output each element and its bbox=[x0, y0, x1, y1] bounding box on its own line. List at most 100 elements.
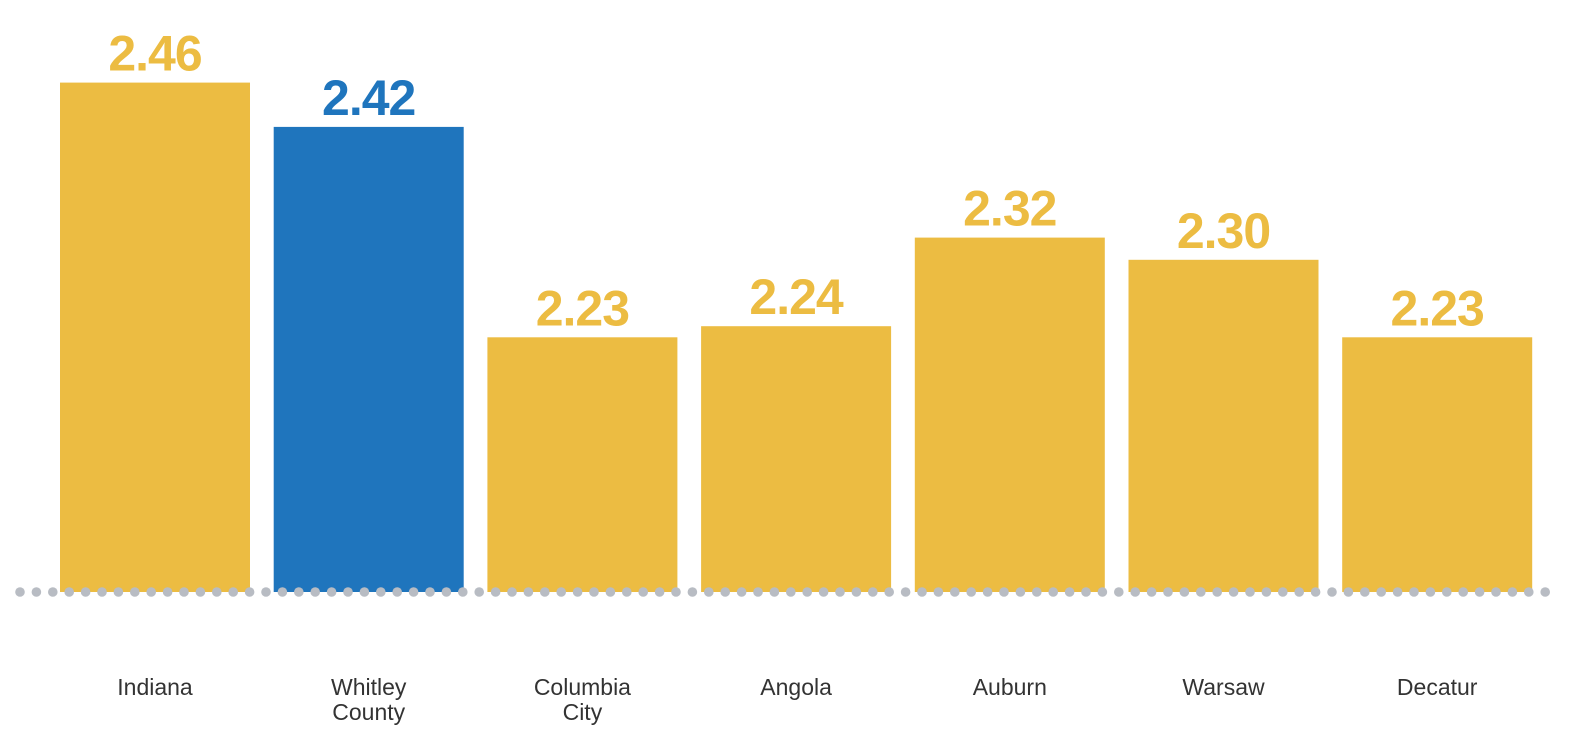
baseline-dot bbox=[359, 587, 370, 597]
baseline-dot bbox=[310, 587, 321, 597]
baseline-dot bbox=[343, 587, 353, 597]
category-label-line: City bbox=[563, 699, 603, 725]
baseline-dot bbox=[605, 587, 616, 597]
category-label-line: Decatur bbox=[1397, 674, 1478, 700]
baseline-dot bbox=[933, 587, 944, 597]
baseline-dot bbox=[753, 587, 763, 597]
baseline-dot bbox=[1458, 587, 1468, 597]
category-label-line: Auburn bbox=[973, 674, 1047, 700]
baseline-dot bbox=[572, 587, 583, 597]
baseline-dot bbox=[1474, 587, 1485, 597]
category-label: Decatur bbox=[1397, 674, 1478, 700]
category-label-line: Whitley bbox=[331, 674, 407, 700]
baseline-dot bbox=[195, 587, 206, 597]
baseline-dot bbox=[687, 587, 698, 597]
baseline-dot bbox=[638, 587, 648, 597]
category-label: Indiana bbox=[117, 674, 193, 700]
baseline-dot bbox=[80, 587, 91, 597]
baseline-dot bbox=[1130, 587, 1140, 597]
baseline-dot bbox=[1179, 587, 1190, 597]
baseline-dot bbox=[622, 587, 632, 597]
category-label: Whitley County bbox=[331, 674, 407, 725]
baseline-dot bbox=[261, 587, 271, 597]
baseline-dot bbox=[835, 587, 845, 597]
baseline-dot bbox=[1540, 587, 1550, 597]
baseline-dot bbox=[966, 587, 976, 597]
value-labels-group: 2.46 2.42 2.23 2.24 2.32 2.30 2.23 bbox=[108, 26, 1485, 337]
baseline-dot bbox=[244, 587, 255, 597]
baseline-dotted-axis bbox=[15, 587, 1550, 597]
category-label: Auburn bbox=[973, 674, 1047, 700]
baseline-dot bbox=[441, 587, 452, 597]
baseline-dot bbox=[64, 587, 74, 597]
baseline-dot bbox=[704, 587, 714, 597]
baseline-dot bbox=[130, 587, 140, 597]
baseline-dot bbox=[212, 587, 222, 597]
baseline-dot bbox=[1097, 587, 1108, 597]
baseline-dot bbox=[31, 587, 42, 597]
baseline-dot bbox=[179, 587, 189, 597]
baseline-dot bbox=[900, 587, 911, 597]
baseline-dot bbox=[376, 587, 386, 597]
baseline-dot bbox=[540, 587, 550, 597]
category-label: Columbia City bbox=[534, 674, 631, 725]
baseline-dot bbox=[408, 587, 419, 597]
baseline-dot bbox=[1245, 587, 1255, 597]
category-label-line: Angola bbox=[760, 674, 832, 700]
baseline-dot bbox=[769, 587, 780, 597]
baseline-dot bbox=[720, 587, 730, 597]
baseline-dot bbox=[1146, 587, 1157, 597]
baseline-dot bbox=[228, 587, 238, 597]
baseline-dot bbox=[1196, 587, 1206, 597]
baseline-dot bbox=[589, 587, 599, 597]
baseline-dot bbox=[736, 587, 747, 597]
value-label: 2.23 bbox=[1391, 280, 1484, 336]
bar-columbia-city bbox=[487, 337, 678, 592]
baseline-dot bbox=[556, 587, 566, 597]
baseline-dot bbox=[1032, 587, 1042, 597]
baseline-dot bbox=[1442, 587, 1452, 597]
baseline-dot bbox=[1015, 587, 1026, 597]
baseline-dot bbox=[97, 587, 107, 597]
baseline-dot bbox=[1064, 587, 1075, 597]
baseline-dot bbox=[786, 587, 796, 597]
baseline-dot bbox=[999, 587, 1009, 597]
baseline-dot bbox=[851, 587, 862, 597]
baseline-dot bbox=[917, 587, 927, 597]
baseline-dot bbox=[326, 587, 337, 597]
baseline-dot bbox=[113, 587, 124, 597]
baseline-dot bbox=[802, 587, 812, 597]
baseline-dot bbox=[1212, 587, 1222, 597]
baseline-dot bbox=[1114, 587, 1124, 597]
baseline-dot bbox=[884, 587, 894, 597]
bar-auburn bbox=[914, 237, 1105, 592]
baseline-dot bbox=[1261, 587, 1272, 597]
value-label: 2.32 bbox=[963, 181, 1056, 237]
bar-whitley-county bbox=[273, 126, 464, 593]
baseline-dot bbox=[392, 587, 403, 597]
baseline-dot bbox=[507, 587, 517, 597]
baseline-dot bbox=[950, 587, 960, 597]
baseline-dot bbox=[146, 587, 156, 597]
baseline-dot bbox=[523, 587, 534, 597]
value-label: 2.42 bbox=[322, 70, 415, 126]
baseline-dot bbox=[490, 587, 501, 597]
baseline-dot bbox=[1392, 587, 1403, 597]
baseline-dot bbox=[1507, 587, 1518, 597]
category-label: Angola bbox=[760, 674, 832, 700]
baseline-dot bbox=[1360, 587, 1370, 597]
baseline-dot bbox=[1425, 587, 1436, 597]
baseline-dot bbox=[474, 587, 485, 597]
bar-warsaw bbox=[1128, 259, 1319, 592]
baseline-dot bbox=[1343, 587, 1354, 597]
baseline-dot bbox=[1228, 587, 1239, 597]
baseline-dot bbox=[425, 587, 435, 597]
category-label-line: Warsaw bbox=[1182, 674, 1265, 700]
baseline-dot bbox=[1310, 587, 1321, 597]
baseline-dot bbox=[1048, 587, 1058, 597]
category-labels-group: Indiana Whitley County Columbia City Angola Au… bbox=[117, 674, 1478, 725]
baseline-dot bbox=[162, 587, 173, 597]
baseline-dot bbox=[1278, 587, 1288, 597]
baseline-dot bbox=[48, 587, 58, 597]
